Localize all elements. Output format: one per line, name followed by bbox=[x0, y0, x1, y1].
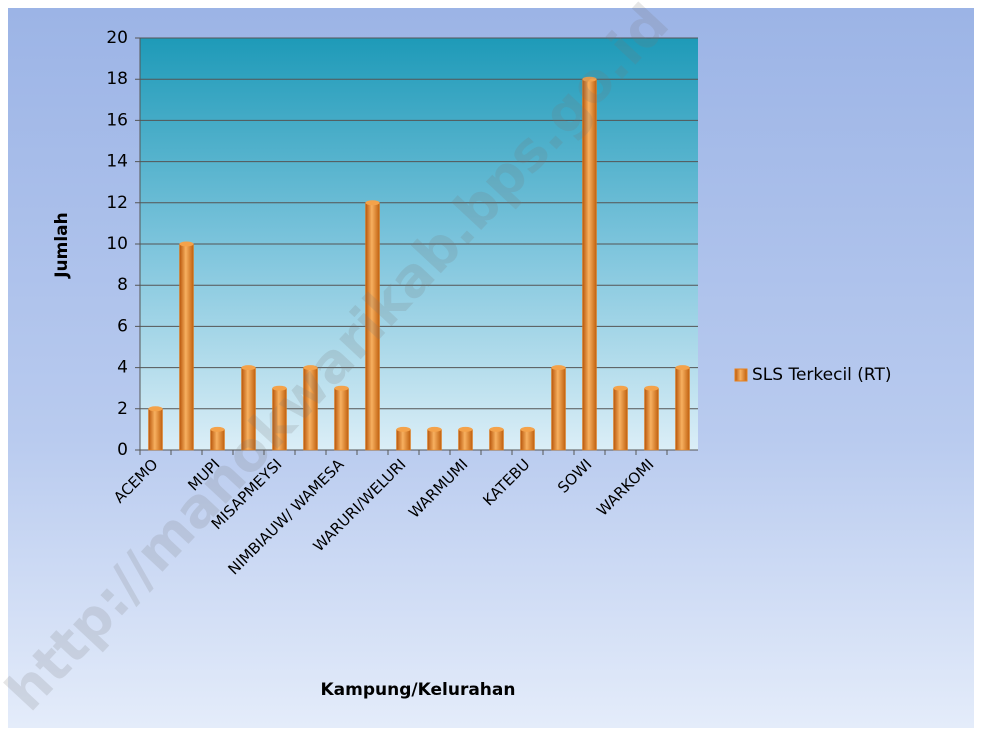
bar-cap bbox=[210, 426, 225, 432]
y-tick-label: 12 bbox=[106, 193, 128, 213]
bar-cap bbox=[427, 426, 442, 432]
bar-cap bbox=[396, 426, 411, 432]
bar-cap bbox=[179, 241, 194, 247]
bar bbox=[644, 387, 659, 451]
y-tick-label: 8 bbox=[117, 275, 128, 295]
bar-cap bbox=[365, 200, 380, 206]
bar bbox=[396, 429, 411, 451]
y-tick-label: 18 bbox=[106, 69, 128, 89]
y-tick-label: 16 bbox=[106, 110, 128, 130]
bar-cap bbox=[613, 385, 628, 391]
bar-cap bbox=[334, 385, 349, 391]
y-tick-label: 20 bbox=[106, 28, 128, 48]
y-tick-label: 4 bbox=[117, 358, 128, 378]
y-tick-label: 14 bbox=[106, 152, 128, 172]
legend-swatch bbox=[734, 368, 748, 382]
bar-cap bbox=[272, 385, 287, 391]
bar-cap bbox=[520, 426, 535, 432]
bar bbox=[675, 367, 690, 451]
bar bbox=[520, 429, 535, 451]
bar bbox=[148, 408, 163, 451]
bar bbox=[427, 429, 442, 451]
bar-cap bbox=[675, 365, 690, 371]
bar bbox=[179, 243, 194, 451]
y-axis-label: Jumlah bbox=[52, 212, 72, 279]
bar bbox=[489, 429, 504, 451]
bar-cap bbox=[489, 426, 504, 432]
bar-cap bbox=[644, 385, 659, 391]
y-tick-label: 10 bbox=[106, 234, 128, 254]
bar-cap bbox=[458, 426, 473, 432]
bar bbox=[613, 387, 628, 451]
y-tick-label: 2 bbox=[117, 399, 128, 419]
bar-cap bbox=[241, 365, 256, 371]
bar-cap bbox=[303, 365, 318, 371]
x-axis-label: Kampung/Kelurahan bbox=[321, 680, 516, 700]
legend-label: SLS Terkecil (RT) bbox=[752, 365, 892, 385]
y-tick-label: 0 bbox=[117, 440, 128, 460]
bar-cap bbox=[148, 406, 163, 412]
bar-cap bbox=[551, 365, 566, 371]
bar bbox=[551, 367, 566, 451]
y-tick-label: 6 bbox=[117, 316, 128, 336]
bar-cap bbox=[582, 76, 597, 82]
bar bbox=[458, 429, 473, 451]
